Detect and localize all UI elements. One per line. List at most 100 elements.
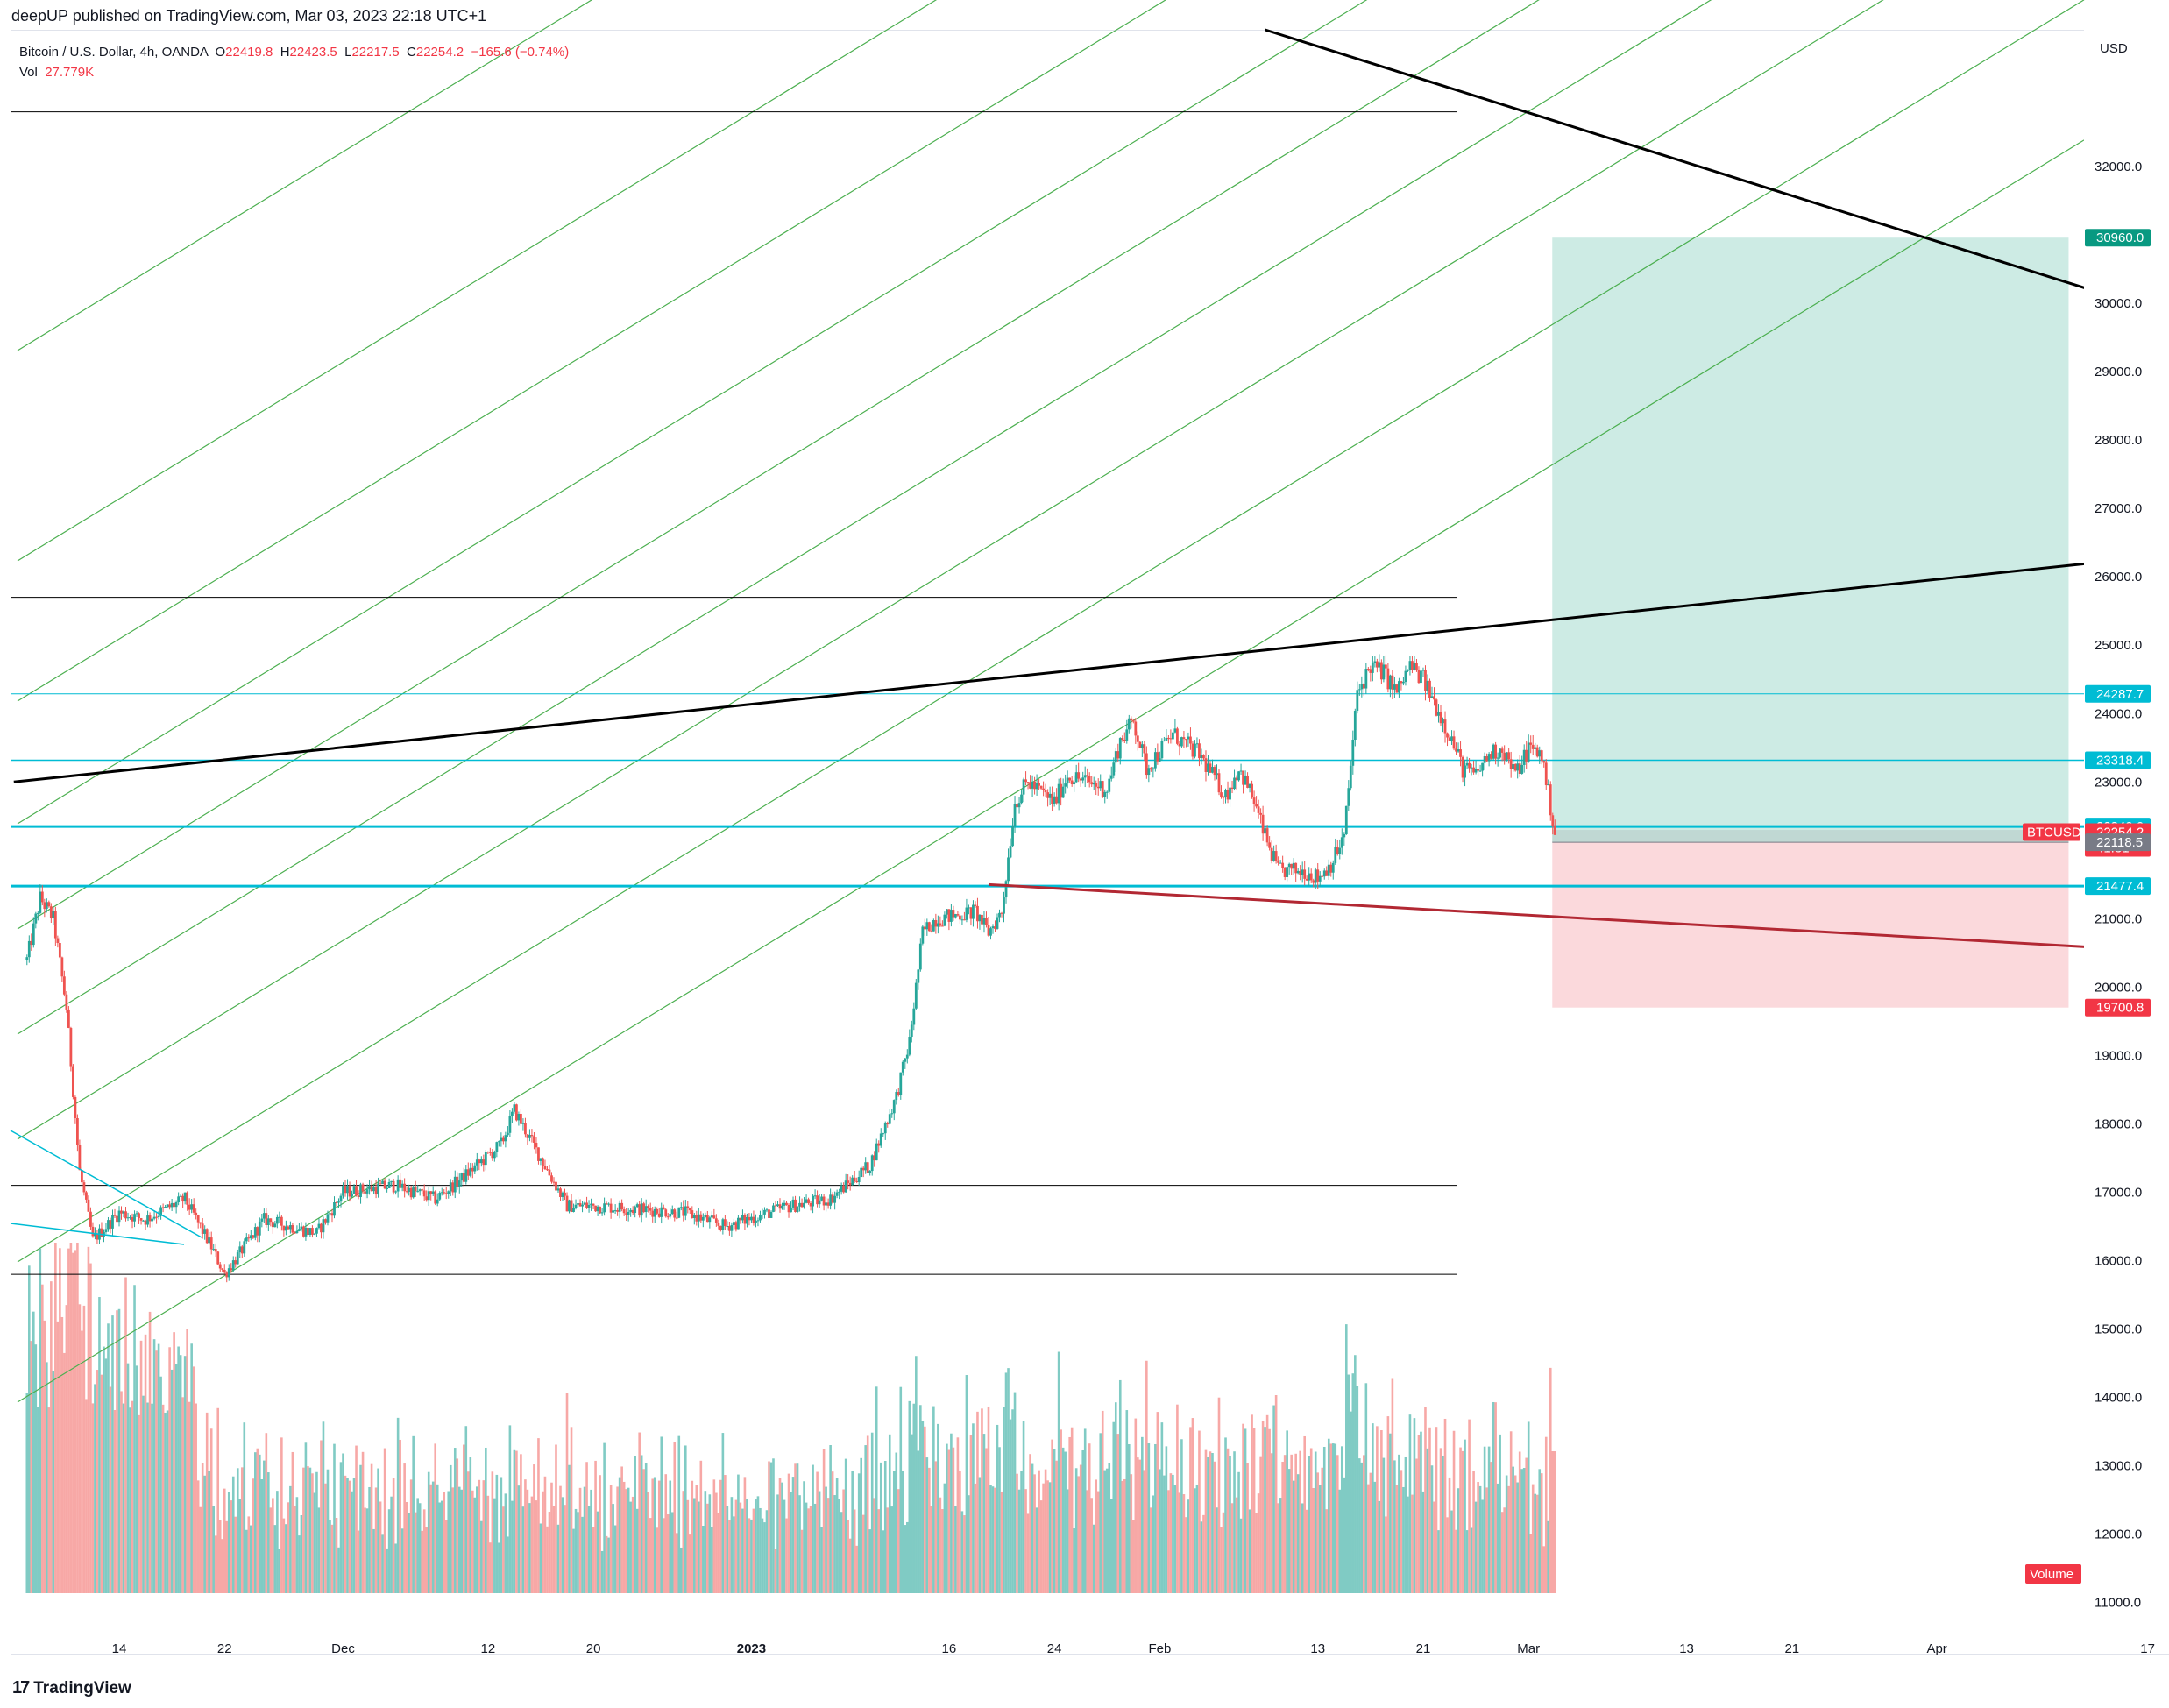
volume-bar [422, 1509, 426, 1593]
candle-body [594, 1205, 597, 1212]
price-tick-label: 30000.0 [2095, 296, 2142, 311]
volume-bar [829, 1444, 832, 1593]
volume-bar [113, 1409, 117, 1593]
candle-body [300, 1226, 303, 1230]
volume-bar [1039, 1500, 1043, 1593]
candle-body [201, 1223, 204, 1234]
candle-body [348, 1186, 351, 1197]
candle-body [177, 1196, 181, 1203]
candle-body [60, 957, 64, 977]
candle-body [1404, 670, 1407, 683]
volume-bar [774, 1549, 777, 1593]
volume-bar [126, 1363, 130, 1593]
volume-bar [30, 1341, 33, 1593]
candle-body [969, 907, 973, 919]
volume-bar [1360, 1462, 1364, 1593]
candle-body [800, 1202, 804, 1208]
candle-body [1553, 826, 1556, 835]
volume-bar [357, 1530, 360, 1593]
candle-body [642, 1203, 646, 1213]
candle-body [647, 1206, 650, 1208]
volume-bar [768, 1461, 770, 1593]
time-tick-label: 2023 [737, 1641, 766, 1656]
candle-body [1268, 842, 1272, 848]
volume-bar [1180, 1439, 1183, 1593]
volume-bar [190, 1343, 193, 1593]
candle-body [517, 1113, 521, 1121]
volume-bar [1385, 1516, 1387, 1593]
candle-body [533, 1136, 535, 1143]
candle-body [927, 922, 931, 932]
candle-body [631, 1209, 634, 1213]
candle-body [1136, 735, 1139, 742]
volume-bar [987, 1406, 990, 1593]
candle-body [939, 923, 942, 926]
candle-body [139, 1218, 143, 1221]
volume-bar [265, 1433, 268, 1593]
candle-body [699, 1214, 703, 1221]
candle-body [1353, 711, 1357, 740]
candle-body [30, 940, 33, 946]
candle-body [791, 1199, 795, 1208]
candle-body [1301, 869, 1304, 875]
volume-bar [438, 1502, 442, 1593]
candle-body [1439, 712, 1442, 724]
volume-bar [1364, 1383, 1368, 1593]
volume-bar [32, 1311, 35, 1593]
volume-bar [361, 1451, 365, 1593]
candle-body [1290, 863, 1294, 869]
candle-body [67, 1009, 70, 1028]
volume-bar [969, 1435, 973, 1593]
candle-body [78, 1145, 82, 1171]
candle-body [807, 1199, 810, 1203]
volume-bar [1172, 1474, 1174, 1593]
volume-bar [412, 1435, 415, 1593]
candle-body [1064, 783, 1067, 787]
tradingview-logo[interactable]: 17 TradingView [12, 1678, 131, 1698]
volume-bar [298, 1535, 301, 1593]
volume-bar [833, 1495, 836, 1593]
candle-body [1322, 870, 1326, 877]
volume-bar [981, 1408, 983, 1593]
volume-bar [778, 1478, 782, 1593]
candle-body [798, 1202, 801, 1207]
candle-body [1373, 661, 1377, 663]
candle-body [1207, 763, 1209, 772]
volume-bar [203, 1475, 206, 1593]
candle-body [765, 1209, 769, 1211]
candle-body [1338, 847, 1342, 854]
volume-bar [1538, 1469, 1542, 1593]
candle-body [1152, 768, 1155, 770]
volume-bar [1173, 1485, 1177, 1593]
candle-body [1364, 669, 1368, 689]
volume-bar [1492, 1401, 1495, 1593]
volume-bar [254, 1452, 257, 1593]
candle-body [750, 1216, 753, 1221]
candle-body [1478, 770, 1482, 772]
candle-body [1303, 869, 1307, 879]
volume-bar [952, 1447, 955, 1593]
candle-body [230, 1268, 233, 1271]
volume-bar [755, 1499, 757, 1593]
candle-body [572, 1208, 575, 1212]
volume-bar [1312, 1487, 1315, 1593]
volume-bar [1286, 1430, 1288, 1593]
candle-body [81, 1170, 83, 1183]
volume-bar [421, 1530, 423, 1593]
candle-body [361, 1184, 365, 1192]
candle-body [1156, 752, 1159, 762]
candle-body [1349, 765, 1352, 789]
volume-bar [54, 1243, 57, 1593]
candle-body [196, 1215, 200, 1223]
volume-bar [344, 1475, 347, 1593]
volume-bar [812, 1464, 814, 1593]
target-zone [1552, 237, 2069, 843]
volume-bar [324, 1483, 327, 1593]
volume-bar [653, 1477, 656, 1593]
candle-body [1259, 812, 1262, 815]
volume-bar [599, 1475, 601, 1593]
volume-bar [267, 1472, 270, 1593]
price-tick-label: 27000.0 [2095, 501, 2142, 516]
volume-bar [917, 1450, 920, 1593]
